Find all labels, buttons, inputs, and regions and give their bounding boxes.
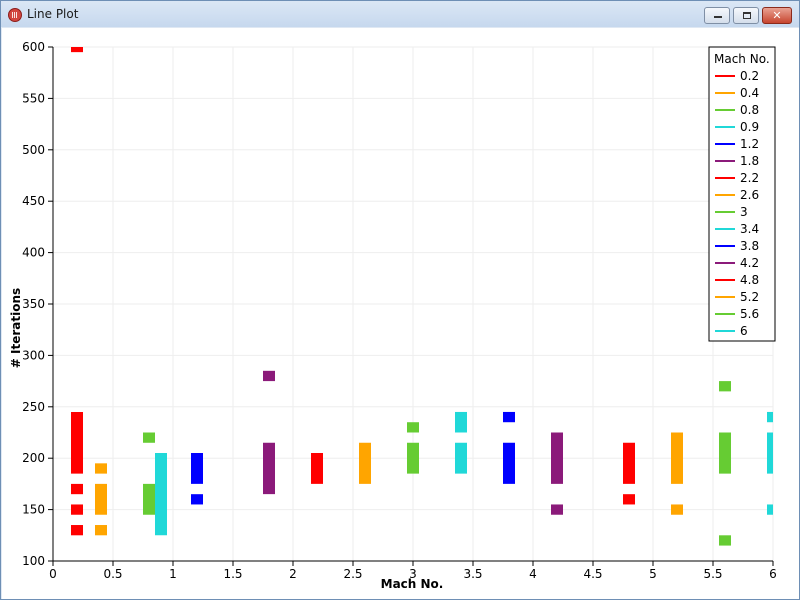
legend-label: 0.9 xyxy=(740,120,759,134)
app-icon xyxy=(8,8,22,22)
maximize-button[interactable] xyxy=(733,7,759,24)
legend-label: 2.2 xyxy=(740,171,759,185)
x-tick-label: 5.5 xyxy=(703,567,722,581)
close-button[interactable]: ✕ xyxy=(762,7,792,24)
maximize-icon xyxy=(743,12,751,19)
legend-label: 0.2 xyxy=(740,69,759,83)
y-tick-label: 200 xyxy=(22,451,45,465)
x-tick-label: 0.5 xyxy=(103,567,122,581)
legend-label: 4.2 xyxy=(740,256,759,270)
legend-title: Mach No. xyxy=(714,52,770,66)
x-tick-label: 0 xyxy=(49,567,57,581)
x-tick-label: 4 xyxy=(529,567,537,581)
y-tick-label: 350 xyxy=(22,297,45,311)
legend-label: 5.6 xyxy=(740,307,759,321)
close-icon: ✕ xyxy=(772,9,782,22)
y-tick-label: 250 xyxy=(22,400,45,414)
title-bar[interactable]: Line Plot ✕ xyxy=(1,1,799,27)
legend-label: 0.8 xyxy=(740,103,759,117)
y-tick-label: 550 xyxy=(22,91,45,105)
legend-label: 0.4 xyxy=(740,86,759,100)
x-tick-label: 1 xyxy=(169,567,177,581)
x-tick-label: 2 xyxy=(289,567,297,581)
y-tick-label: 150 xyxy=(22,503,45,517)
x-tick-label: 3.5 xyxy=(463,567,482,581)
legend-label: 5.2 xyxy=(740,290,759,304)
series-marks xyxy=(71,47,773,546)
y-tick-label: 600 xyxy=(22,40,45,54)
x-tick-label: 4.5 xyxy=(583,567,602,581)
legend-label: 4.8 xyxy=(740,273,759,287)
window-title: Line Plot xyxy=(27,7,79,21)
y-tick-label: 500 xyxy=(22,143,45,157)
legend-label: 3 xyxy=(740,205,748,219)
y-tick-label: 300 xyxy=(22,348,45,362)
legend-label: 1.8 xyxy=(740,154,759,168)
minimize-icon xyxy=(714,16,722,18)
legend-label: 3.4 xyxy=(740,222,759,236)
minimize-button[interactable] xyxy=(704,7,730,24)
legend-label: 2.6 xyxy=(740,188,759,202)
plot-area[interactable]: 0 0.5 1 1.5 2 2.5 3 3.5 4 4.5 5 5.5 6 100 150 200 250 300… xyxy=(2,28,799,599)
x-tick-label: 3 xyxy=(409,567,417,581)
x-tick-label: 5 xyxy=(649,567,657,581)
x-tick-label: 1.5 xyxy=(223,567,242,581)
legend: Mach No. 0.2 0.4 0.8 0.9 1.2 1.8 2.2 2.6 3 3.4 3.8 4… xyxy=(708,46,776,342)
y-tick-label: 450 xyxy=(22,194,45,208)
legend-label: 6 xyxy=(740,324,748,338)
y-tick-label: 400 xyxy=(22,246,45,260)
y-tick-label: 100 xyxy=(22,554,45,568)
axes: 0 0.5 1 1.5 2 2.5 3 3.5 4 4.5 5 5.5 6 100 150 200 250 300… xyxy=(22,40,777,581)
y-axis-label: # Iterations xyxy=(9,288,23,368)
x-tick-label: 2.5 xyxy=(343,567,362,581)
line-chart: 0 0.5 1 1.5 2 2.5 3 3.5 4 4.5 5 5.5 6 100 150 200 250 300… xyxy=(9,40,777,591)
legend-label: 3.8 xyxy=(740,239,759,253)
x-axis-label: Mach No. xyxy=(381,577,444,591)
x-tick-label: 6 xyxy=(769,567,777,581)
legend-label: 1.2 xyxy=(740,137,759,151)
